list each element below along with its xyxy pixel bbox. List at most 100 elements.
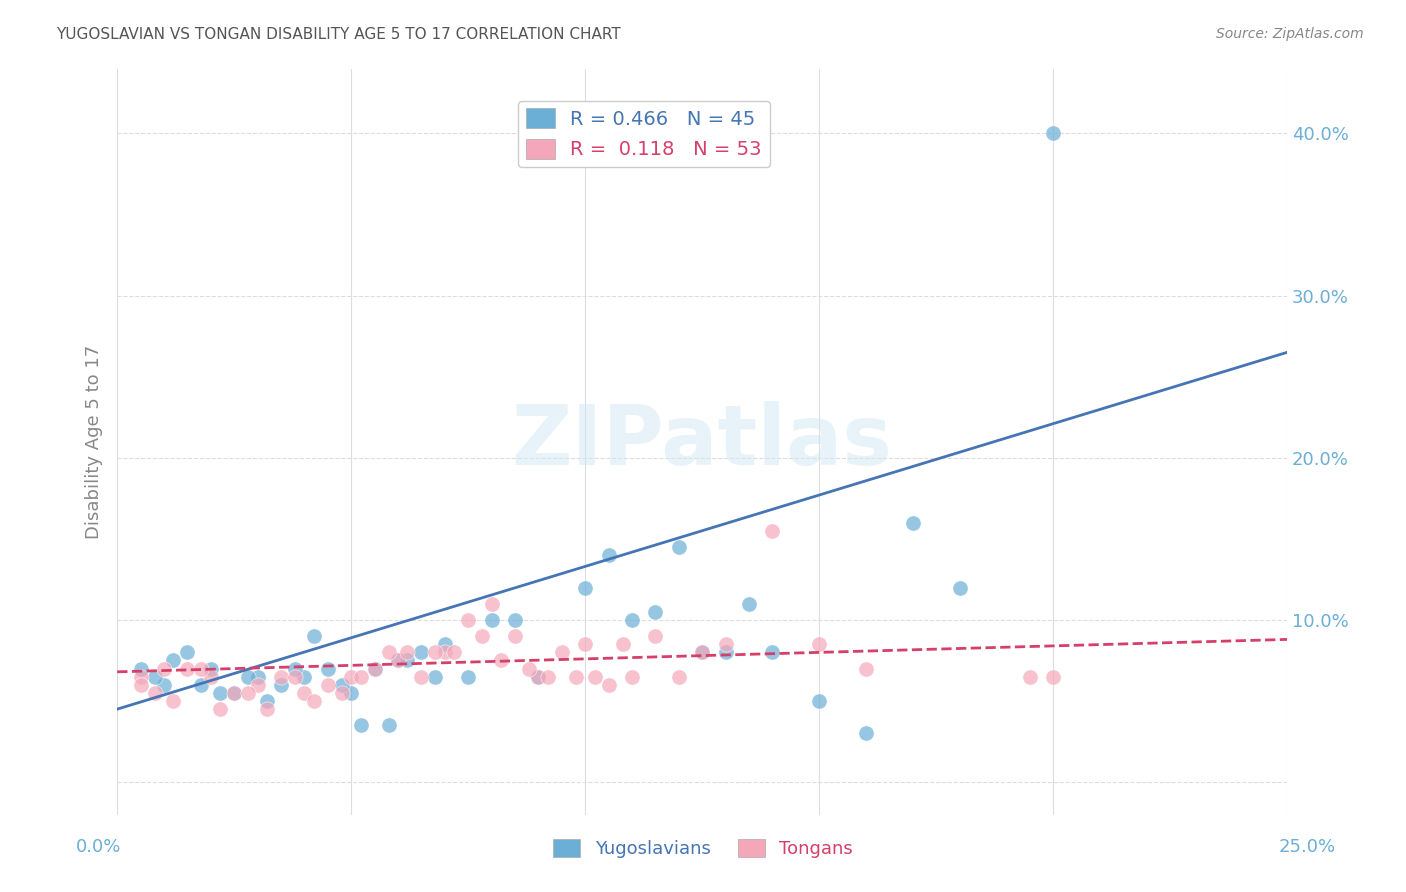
Point: [690, 645, 713, 659]
Point: [224, 686, 246, 700]
Point: [583, 670, 606, 684]
Text: Source: ZipAtlas.com: Source: ZipAtlas.com: [1216, 27, 1364, 41]
Point: [377, 645, 399, 659]
Point: [714, 637, 737, 651]
Point: [443, 645, 465, 659]
Point: [425, 645, 447, 659]
Legend: Yugoslavians, Tongans: Yugoslavians, Tongans: [546, 831, 860, 865]
Point: [162, 653, 184, 667]
Point: [209, 686, 232, 700]
Point: [316, 678, 339, 692]
Text: YUGOSLAVIAN VS TONGAN DISABILITY AGE 5 TO 17 CORRELATION CHART: YUGOSLAVIAN VS TONGAN DISABILITY AGE 5 T…: [56, 27, 621, 42]
Point: [129, 662, 152, 676]
Point: [284, 670, 307, 684]
Point: [387, 653, 409, 667]
Point: [808, 637, 831, 651]
Point: [761, 524, 783, 538]
Point: [425, 670, 447, 684]
Point: [292, 686, 315, 700]
Point: [330, 686, 353, 700]
Point: [396, 645, 419, 659]
Point: [574, 637, 596, 651]
Point: [517, 662, 540, 676]
Point: [302, 694, 325, 708]
Point: [738, 597, 761, 611]
Point: [377, 718, 399, 732]
Point: [330, 678, 353, 692]
Point: [200, 670, 222, 684]
Point: [433, 637, 456, 651]
Point: [190, 662, 212, 676]
Point: [1042, 670, 1064, 684]
Point: [551, 645, 574, 659]
Point: [644, 629, 666, 643]
Point: [481, 597, 503, 611]
Point: [503, 613, 526, 627]
Point: [143, 670, 166, 684]
Point: [190, 678, 212, 692]
Point: [901, 516, 924, 530]
Point: [143, 686, 166, 700]
Point: [574, 581, 596, 595]
Text: ZIPatlas: ZIPatlas: [512, 401, 893, 482]
Point: [200, 662, 222, 676]
Point: [855, 662, 877, 676]
Point: [162, 694, 184, 708]
Legend: R = 0.466   N = 45, R =  0.118   N = 53: R = 0.466 N = 45, R = 0.118 N = 53: [517, 101, 769, 167]
Y-axis label: Disability Age 5 to 17: Disability Age 5 to 17: [86, 344, 103, 539]
Point: [363, 662, 385, 676]
Point: [238, 686, 260, 700]
Point: [349, 718, 371, 732]
Point: [224, 686, 246, 700]
Point: [153, 662, 176, 676]
Point: [396, 653, 419, 667]
Text: 25.0%: 25.0%: [1279, 838, 1336, 855]
Point: [714, 645, 737, 659]
Point: [527, 670, 550, 684]
Point: [644, 605, 666, 619]
Point: [363, 662, 385, 676]
Point: [620, 613, 643, 627]
Point: [457, 613, 479, 627]
Point: [316, 662, 339, 676]
Point: [302, 629, 325, 643]
Point: [1042, 127, 1064, 141]
Point: [292, 670, 315, 684]
Point: [808, 694, 831, 708]
Point: [284, 662, 307, 676]
Point: [176, 645, 198, 659]
Point: [457, 670, 479, 684]
Point: [411, 670, 433, 684]
Point: [433, 645, 456, 659]
Point: [1018, 670, 1040, 684]
Point: [668, 670, 690, 684]
Point: [246, 678, 269, 692]
Point: [176, 662, 198, 676]
Point: [256, 694, 278, 708]
Point: [598, 678, 620, 692]
Point: [153, 678, 176, 692]
Point: [387, 653, 409, 667]
Point: [761, 645, 783, 659]
Point: [270, 678, 292, 692]
Point: [620, 670, 643, 684]
Point: [246, 670, 269, 684]
Point: [256, 702, 278, 716]
Point: [209, 702, 232, 716]
Point: [527, 670, 550, 684]
Point: [668, 540, 690, 554]
Point: [411, 645, 433, 659]
Point: [565, 670, 588, 684]
Point: [238, 670, 260, 684]
Point: [471, 629, 494, 643]
Point: [503, 629, 526, 643]
Point: [349, 670, 371, 684]
Point: [855, 726, 877, 740]
Point: [340, 670, 363, 684]
Point: [537, 670, 560, 684]
Point: [690, 645, 713, 659]
Point: [489, 653, 512, 667]
Point: [481, 613, 503, 627]
Point: [340, 686, 363, 700]
Point: [129, 670, 152, 684]
